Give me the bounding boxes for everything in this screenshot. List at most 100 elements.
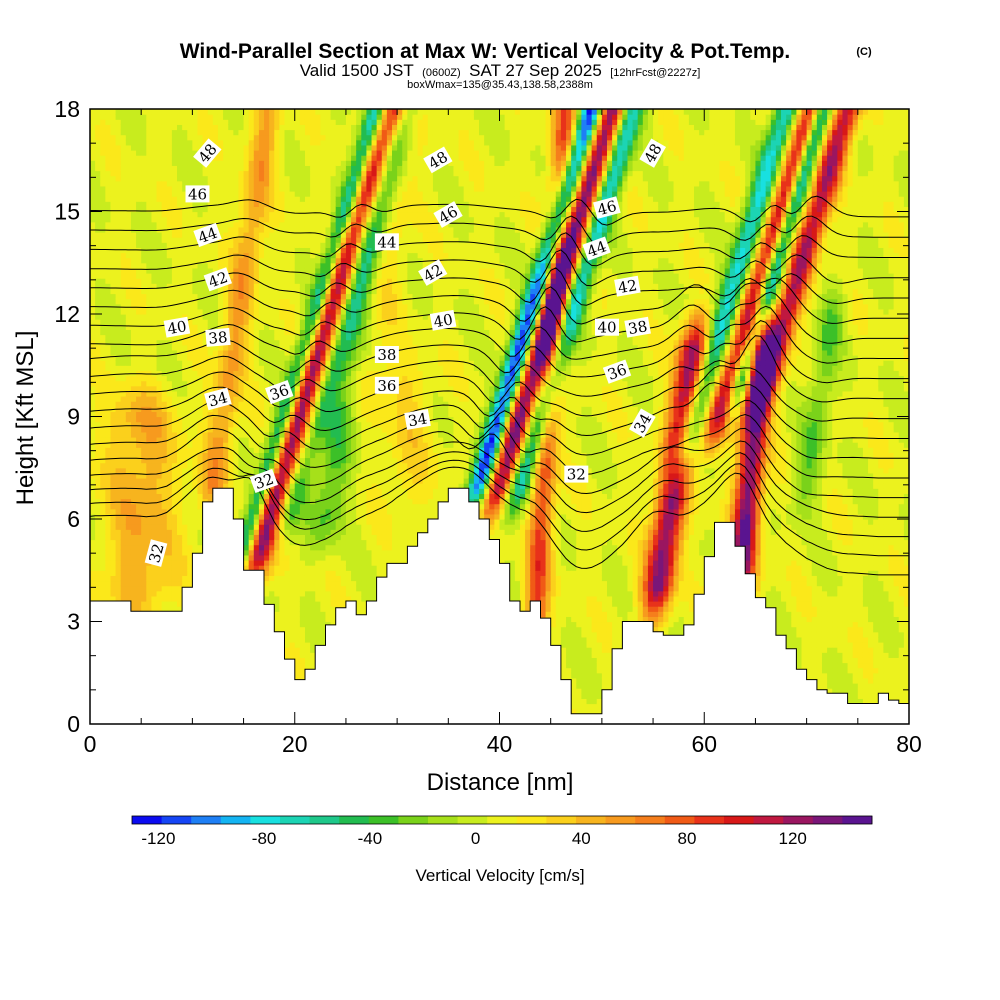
w-cell <box>116 278 122 284</box>
w-cell <box>172 119 178 125</box>
w-cell <box>162 581 168 587</box>
w-cell <box>162 396 168 402</box>
w-cell <box>244 135 250 141</box>
w-cell <box>228 376 234 382</box>
w-cell <box>203 319 209 325</box>
w-cell <box>151 237 157 243</box>
w-cell <box>116 540 122 546</box>
w-cell <box>269 596 275 602</box>
w-cell <box>254 432 260 438</box>
w-cell <box>172 565 178 571</box>
w-cell <box>269 171 275 177</box>
w-cell <box>177 165 183 171</box>
w-cell <box>162 519 168 525</box>
w-cell <box>295 463 301 469</box>
w-cell <box>90 186 96 192</box>
w-cell <box>228 155 234 161</box>
w-cell <box>121 314 127 320</box>
w-cell <box>116 258 122 264</box>
w-cell <box>197 268 203 274</box>
w-cell <box>279 355 285 361</box>
w-cell <box>116 124 122 130</box>
w-cell <box>233 463 239 469</box>
w-cell <box>141 324 147 330</box>
w-cell <box>105 437 111 443</box>
w-cell <box>131 258 137 264</box>
w-cell <box>279 586 285 592</box>
w-cell <box>244 155 250 161</box>
w-cell <box>300 560 306 566</box>
w-cell <box>244 304 250 310</box>
w-cell <box>279 171 285 177</box>
w-cell <box>218 191 224 197</box>
w-cell <box>105 253 111 259</box>
w-cell <box>285 130 291 136</box>
w-cell <box>279 340 285 346</box>
w-cell <box>249 196 255 202</box>
w-cell <box>105 196 111 202</box>
w-cell <box>233 432 239 438</box>
w-cell <box>95 545 101 551</box>
w-cell <box>254 442 260 448</box>
w-cell <box>172 473 178 479</box>
w-cell <box>126 201 132 207</box>
w-cell <box>136 452 142 458</box>
w-cell <box>110 499 116 505</box>
w-cell <box>295 263 301 269</box>
w-cell <box>162 145 168 151</box>
w-cell <box>177 160 183 166</box>
w-cell <box>177 504 183 510</box>
w-cell <box>300 411 306 417</box>
w-cell <box>116 191 122 197</box>
w-cell <box>116 135 122 141</box>
w-cell <box>121 140 127 146</box>
w-cell <box>116 499 122 505</box>
w-cell <box>151 529 157 535</box>
w-cell <box>177 171 183 177</box>
w-cell <box>300 437 306 443</box>
w-cell <box>213 176 219 182</box>
w-cell <box>157 165 163 171</box>
w-cell <box>182 575 188 581</box>
w-cell <box>279 222 285 228</box>
w-cell <box>126 186 132 192</box>
w-cell <box>95 483 101 489</box>
w-cell <box>259 514 265 520</box>
w-cell <box>254 493 260 499</box>
w-cell <box>116 493 122 499</box>
w-cell <box>100 447 106 453</box>
w-cell <box>131 427 137 433</box>
w-cell <box>110 514 116 520</box>
w-cell <box>285 191 291 197</box>
w-cell <box>162 601 168 607</box>
w-cell <box>238 447 244 453</box>
w-cell <box>126 294 132 300</box>
w-cell <box>151 222 157 228</box>
w-cell <box>269 212 275 218</box>
w-cell <box>233 283 239 289</box>
w-cell <box>95 555 101 561</box>
w-cell <box>228 145 234 151</box>
w-cell <box>187 463 193 469</box>
w-cell <box>162 206 168 212</box>
w-cell <box>238 217 244 223</box>
w-cell <box>100 406 106 412</box>
w-cell <box>259 555 265 561</box>
w-cell <box>116 247 122 253</box>
w-cell <box>300 616 306 622</box>
w-cell <box>259 288 265 294</box>
w-cell <box>136 237 142 243</box>
w-cell <box>95 196 101 202</box>
w-cell <box>141 463 147 469</box>
w-cell <box>90 340 96 346</box>
w-cell <box>244 519 250 525</box>
w-cell <box>233 181 239 187</box>
w-cell <box>254 155 260 161</box>
w-cell <box>90 540 96 546</box>
w-cell <box>203 463 209 469</box>
w-cell <box>116 575 122 581</box>
w-cell <box>151 119 157 125</box>
w-cell <box>141 601 147 607</box>
w-cell <box>290 340 296 346</box>
w-cell <box>254 119 260 125</box>
